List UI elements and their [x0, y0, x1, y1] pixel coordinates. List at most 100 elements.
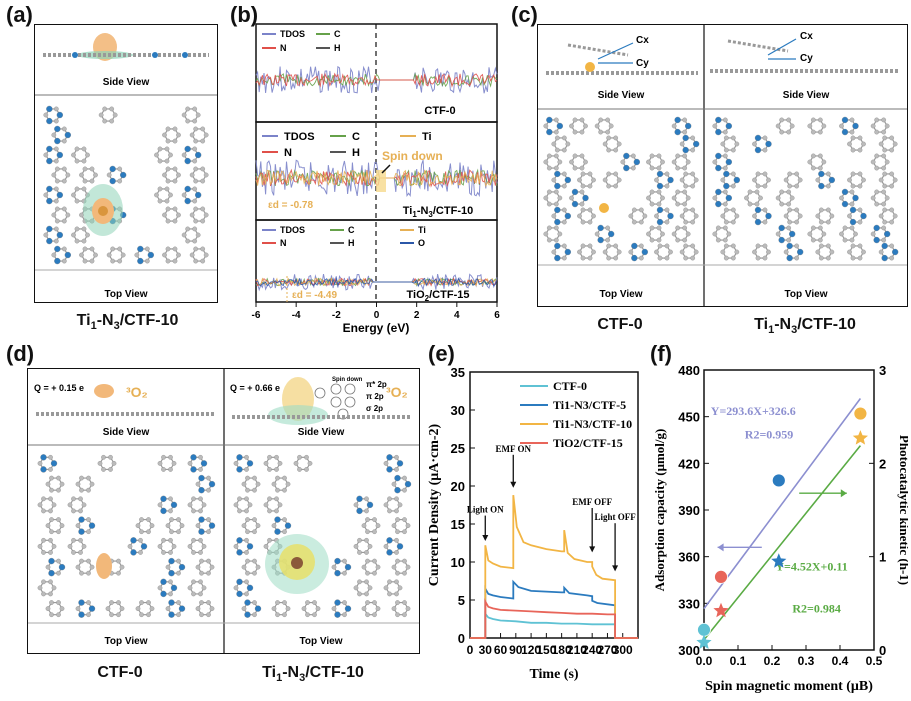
- lattice-ring: [383, 579, 403, 597]
- lattice-ring: [878, 242, 899, 262]
- lattice-ring: [157, 495, 178, 515]
- lattice-ring: [577, 243, 596, 261]
- lattice-ring: [569, 153, 588, 171]
- svg-text:N: N: [284, 147, 292, 159]
- lattice-ring: [75, 516, 96, 535]
- lattice-ring: [271, 600, 291, 618]
- e-series-line: [470, 611, 638, 639]
- lattice-ring: [189, 166, 209, 184]
- lattice-ring: [720, 207, 740, 225]
- f-fit-right: [703, 445, 862, 641]
- e-xtick-label: 270: [597, 643, 617, 657]
- e-annotation: Light ON: [467, 505, 504, 515]
- dos-trace: [255, 159, 498, 198]
- lattice-ring: [679, 134, 700, 154]
- e-xtick-label: 60: [494, 643, 508, 657]
- panel-a-label: (a): [6, 2, 33, 27]
- lattice-ring: [187, 537, 207, 555]
- lattice-ring: [569, 117, 588, 135]
- lattice-ring: [67, 496, 87, 514]
- svg-text:TDOS: TDOS: [284, 131, 315, 143]
- lattice-ring: [569, 188, 589, 208]
- lattice-ring: [37, 579, 57, 597]
- svg-text:N: N: [280, 238, 287, 248]
- e-ylabel: Current Density (μA·cm-2): [427, 423, 442, 586]
- lattice-ring: [97, 454, 117, 472]
- e-arrowhead: [589, 546, 596, 553]
- lattice-ring: [241, 475, 261, 493]
- lattice-ring: [744, 189, 763, 207]
- d-orb-1: π 2p: [366, 392, 384, 401]
- f-ytick-left-label: 450: [678, 410, 700, 425]
- e-xtick-label: 120: [521, 643, 541, 657]
- lattice-ring: [157, 578, 178, 598]
- lattice-ring: [67, 537, 87, 555]
- panel-a-frame: Side View Top View: [34, 24, 218, 303]
- lattice-ring: [187, 454, 208, 473]
- f-fit-right-r2: R2=0.984: [792, 602, 841, 616]
- lattice-ring: [807, 225, 827, 243]
- f-ytick-left-label: 360: [678, 550, 700, 565]
- d-orb-2: σ 2p: [366, 404, 383, 413]
- e-ytick-label: 15: [451, 517, 465, 532]
- d-q-left: Q = + 0.15 e: [34, 383, 84, 393]
- a-side-view-text: Side View: [103, 77, 150, 88]
- dos-trace: [255, 277, 498, 287]
- lattice-ring: [105, 600, 125, 618]
- lattice-ring: [671, 116, 692, 136]
- lattice-ring: [241, 517, 261, 535]
- lattice-ring: [391, 517, 411, 535]
- lattice-ring: [37, 537, 57, 555]
- lattice-ring: [654, 243, 673, 261]
- e-xtick-label: 0: [467, 643, 474, 657]
- d-q-right: Q = + 0.66 e: [230, 383, 280, 393]
- lattice-ring: [679, 171, 699, 189]
- lattice-ring: [577, 171, 596, 189]
- e-arrowhead: [482, 535, 489, 541]
- svg-text:Ti: Ti: [418, 225, 426, 235]
- panel-c-caption-right: Ti1-N3/CTF-10: [754, 316, 856, 337]
- e-series-line: [470, 598, 638, 639]
- lattice-ring: [847, 135, 866, 153]
- lattice-ring: [187, 496, 207, 514]
- lattice-ring: [154, 186, 173, 204]
- svg-text:C: C: [348, 225, 355, 235]
- lattice-ring: [263, 496, 283, 514]
- c-side-right: Side View: [783, 90, 830, 101]
- top-view-lattice: [43, 105, 209, 265]
- lattice-ring: [79, 246, 98, 264]
- lattice-ring: [233, 454, 254, 473]
- e-ytick-label: 10: [451, 555, 465, 570]
- lattice-ring: [671, 225, 691, 243]
- e-xtick-label: 300: [613, 643, 633, 657]
- lattice-ring: [752, 206, 772, 226]
- lattice-ring: [543, 225, 563, 243]
- e-ytick-label: 20: [451, 479, 465, 494]
- e-legend-label: Ti1-N3/CTF-10: [553, 417, 632, 431]
- lattice-ring: [391, 600, 411, 618]
- c-side-left: Side View: [598, 90, 645, 101]
- lattice-ring: [195, 516, 216, 535]
- lattice-ring: [847, 243, 866, 261]
- f-ytick-right-label: 0: [879, 643, 886, 658]
- f-ytick-left-label: 420: [678, 456, 700, 471]
- f-ytick-left-label: 300: [678, 643, 700, 658]
- lattice-ring: [870, 224, 891, 244]
- e-ytick-label: 35: [451, 365, 465, 380]
- lattice-ring: [353, 579, 373, 597]
- lattice-ring: [775, 117, 795, 135]
- panel-f-label: (f): [650, 341, 672, 366]
- lattice-ring: [878, 135, 898, 153]
- svg-text:H: H: [348, 238, 355, 248]
- lattice-ring: [720, 243, 740, 261]
- svg-text:TDOS: TDOS: [280, 29, 305, 39]
- lattice-ring: [51, 166, 71, 184]
- lattice-ring: [37, 496, 57, 514]
- f-star-point: [771, 553, 787, 568]
- lattice-ring: [162, 126, 181, 144]
- f-ytick-right-label: 3: [879, 363, 886, 378]
- lattice-ring: [712, 116, 732, 136]
- lattice-ring: [620, 152, 640, 172]
- lattice-ring: [37, 454, 58, 473]
- e-annotation: EMF ON: [496, 444, 532, 454]
